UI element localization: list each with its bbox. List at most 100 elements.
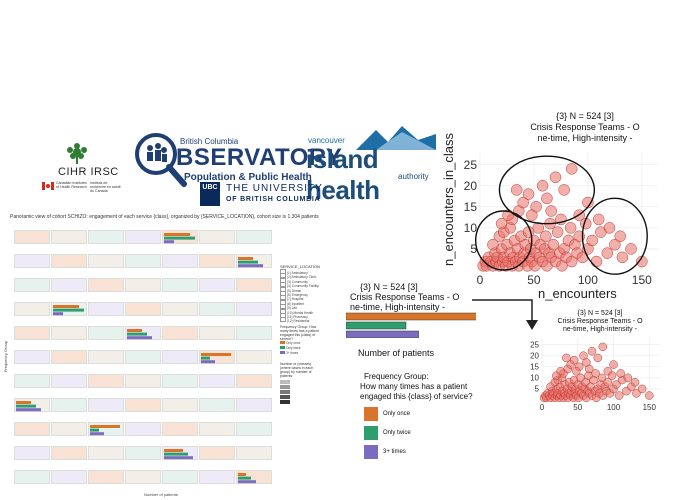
scatter-point bbox=[590, 255, 603, 268]
observatory-main: BSERVATORY bbox=[176, 144, 343, 171]
scatter-point bbox=[616, 369, 625, 378]
facet-cell bbox=[199, 302, 235, 316]
facet-bar bbox=[90, 432, 104, 436]
facet-bar bbox=[164, 233, 190, 236]
scatter-point bbox=[495, 217, 508, 230]
cluster-ellipse bbox=[581, 197, 648, 275]
facet-cell bbox=[88, 278, 124, 292]
facet-cell bbox=[236, 422, 272, 436]
bar-zoom-chart: 100150200 bbox=[346, 312, 476, 338]
facet-cell bbox=[236, 350, 272, 364]
scatter-point bbox=[517, 196, 529, 209]
scatter-point bbox=[551, 226, 564, 238]
facet-cell bbox=[88, 326, 124, 340]
facet-cell bbox=[236, 326, 272, 340]
freq-legend-small: Only once Only twice 3+ times bbox=[280, 340, 322, 356]
y-tick-label: 5 bbox=[470, 242, 477, 256]
facet-cell bbox=[162, 374, 198, 388]
facet-cell bbox=[88, 470, 124, 484]
x-tick-label: 100 bbox=[578, 273, 598, 287]
facet-cell bbox=[236, 302, 272, 316]
facet-bar bbox=[238, 473, 246, 476]
bar-zoom-header-2: Crisis Response Teams - O bbox=[350, 292, 460, 302]
scatter-point bbox=[532, 222, 545, 234]
facet-cell bbox=[162, 230, 198, 244]
facet-cell bbox=[199, 374, 235, 388]
size-legend-title: Number of (classes) (where cases in each… bbox=[280, 361, 314, 378]
scatter-point bbox=[558, 184, 570, 196]
facet-bar bbox=[90, 425, 120, 428]
cihr-logo: CIHR IRSC Canadian Institutes of Health … bbox=[40, 140, 121, 200]
size-legend-swatches bbox=[280, 379, 322, 404]
facet-bar bbox=[16, 404, 36, 408]
bar-zoom-legend-title-2: How many times has a patient bbox=[360, 382, 468, 391]
facet-cell bbox=[162, 302, 198, 316]
small-scatter-header-3: ne-time, High-intensity - bbox=[563, 326, 637, 333]
facet-bar bbox=[127, 336, 152, 340]
ubc-line2: OF BRITISH COLUMBIA bbox=[226, 196, 321, 203]
small-scatter-panel: {3} N = 524 [3] Crisis Response Teams - … bbox=[520, 310, 670, 420]
facet-cell bbox=[88, 446, 124, 460]
facet-cell bbox=[125, 470, 161, 484]
freq-legend-small-item: 3+ times bbox=[280, 350, 322, 356]
facet-cell bbox=[162, 350, 198, 364]
facet-cell bbox=[51, 254, 87, 268]
facet-bar bbox=[238, 264, 263, 268]
facet-cell bbox=[125, 302, 161, 316]
panoramic-title: Panoramic view of cohort SCHIZO: engagem… bbox=[10, 214, 319, 220]
facet-cell bbox=[51, 326, 87, 340]
y-tick-label: 25 bbox=[530, 340, 539, 349]
ubc-logo: UBC THE UNIVERSITY OF BRITISH COLUMBIA bbox=[200, 180, 340, 210]
facet-cell bbox=[125, 278, 161, 292]
facet-cell bbox=[125, 230, 161, 244]
x-tick-label: 50 bbox=[573, 403, 582, 412]
observatory-top: British Columbia bbox=[180, 137, 239, 146]
large-scatter-xlabel: n_encounters bbox=[538, 286, 617, 301]
facet-cell bbox=[14, 326, 50, 340]
facet-bar bbox=[53, 308, 84, 312]
facet-bars bbox=[238, 257, 263, 268]
facet-cell bbox=[236, 374, 272, 388]
scatter-point bbox=[587, 347, 597, 356]
facet-cell bbox=[125, 254, 161, 268]
facet-bar bbox=[201, 353, 231, 356]
ubc-line1: THE UNIVERSITY bbox=[226, 183, 323, 194]
facet-cell bbox=[88, 254, 124, 268]
large-scatter-plot: 5 10 15 20 25 0 50 100 150 bbox=[464, 152, 658, 287]
facet-bar bbox=[238, 257, 253, 260]
scatter-point bbox=[556, 366, 565, 376]
scatter-point bbox=[586, 234, 598, 247]
small-scatter-plot: 5 10 15 20 25 0 50 100 150 bbox=[530, 338, 660, 412]
facet-cell bbox=[125, 350, 161, 364]
magnifier-icon bbox=[135, 133, 187, 187]
legend-label: 3+ times bbox=[383, 448, 406, 455]
legend-label: Only once bbox=[383, 410, 411, 417]
facet-cell bbox=[88, 398, 124, 412]
y-tick-label: 10 bbox=[464, 221, 478, 235]
facet-cell bbox=[199, 446, 235, 460]
facet-cell bbox=[88, 374, 124, 388]
panoramic-ylabel: Frequency Group bbox=[3, 340, 9, 373]
large-scatter-header-1: {3} N = 524 [3] bbox=[556, 111, 614, 121]
scatter-point bbox=[522, 188, 535, 200]
facet-cell bbox=[51, 422, 87, 436]
facet-cell bbox=[51, 446, 87, 460]
ubc-mark: UBC bbox=[200, 182, 220, 206]
scatter-point bbox=[616, 251, 629, 264]
small-scatter-header-1: {3} N = 524 [3] bbox=[577, 310, 623, 317]
freq-legend-title: Frequency Group: How many times has a pa… bbox=[280, 324, 319, 341]
facet-cell bbox=[162, 398, 198, 412]
cluster-ellipse bbox=[498, 155, 596, 225]
scatter-point bbox=[592, 213, 605, 226]
scatter-point bbox=[487, 238, 499, 251]
facet-cell bbox=[199, 398, 235, 412]
x-tick-label: 50 bbox=[527, 273, 541, 287]
facet-bar bbox=[164, 240, 174, 244]
scatter-point bbox=[632, 389, 641, 398]
scatter-point bbox=[572, 366, 581, 376]
facet-cell bbox=[88, 230, 124, 244]
facet-cell bbox=[14, 302, 50, 316]
facet-cell bbox=[51, 398, 87, 412]
facet-cell bbox=[14, 254, 50, 268]
location-legend: (1) Ambulatory (2) Ambulatory Clinic (3) C… bbox=[280, 269, 322, 323]
